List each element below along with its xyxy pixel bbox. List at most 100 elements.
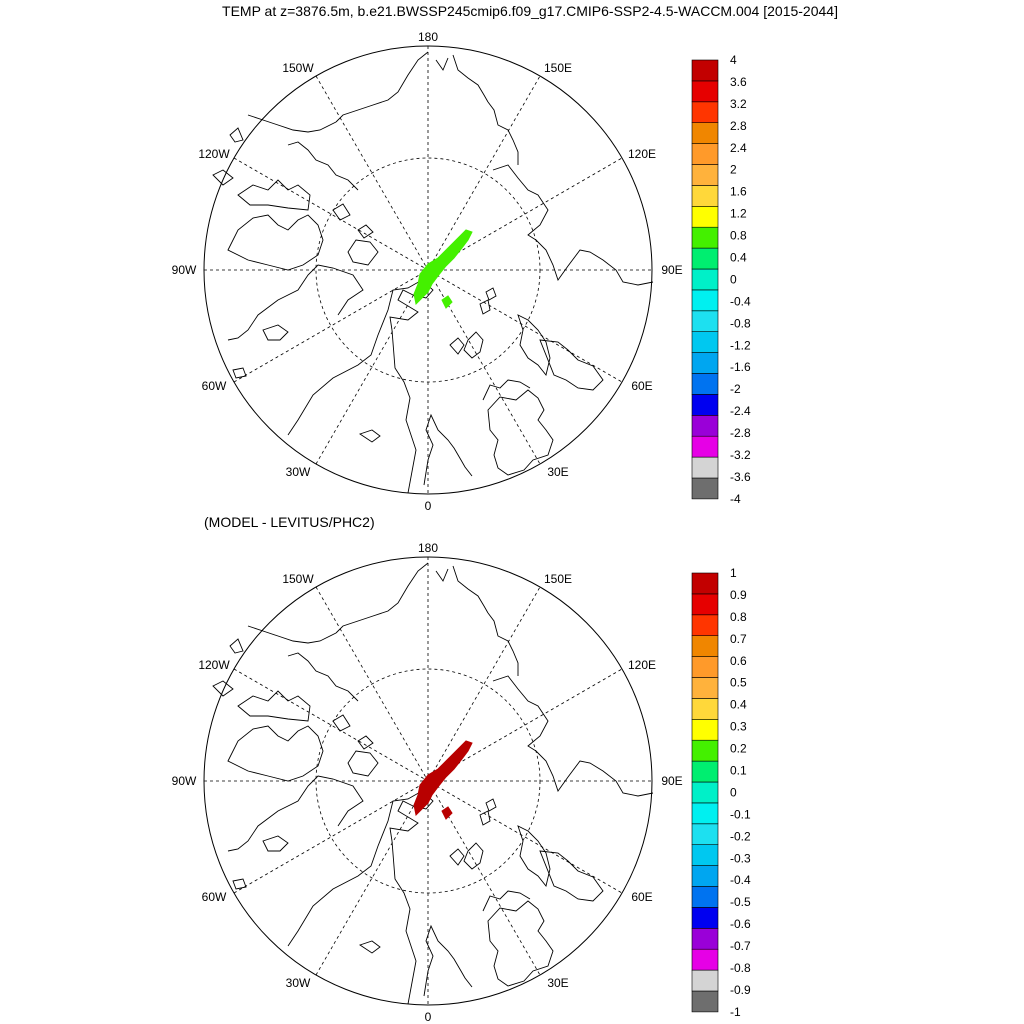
colorbar-swatch	[691, 760, 719, 783]
label-150w: 150W	[282, 61, 314, 75]
label-60e: 60E	[631, 379, 652, 393]
colorbar-swatch	[691, 143, 719, 165]
colorbar-swatch	[691, 164, 719, 186]
colorbar-swatch	[691, 927, 719, 950]
colorbar-tick-label: 2.4	[730, 141, 747, 155]
colorbar-tick-label: -3.2	[730, 448, 751, 462]
label-120e: 120E	[628, 658, 656, 672]
colorbar-swatch	[691, 781, 719, 804]
colorbar-tick-label: 0.8	[730, 229, 747, 243]
colorbar-tick-label: -0.4	[730, 294, 751, 308]
colorbar-swatch	[691, 907, 719, 929]
colorbar-swatch	[691, 268, 719, 291]
colorbar-tick-label: 1	[730, 566, 737, 580]
top-map: 180 0 90W 90E 150W 120W 150E 120E 60W 30…	[172, 30, 683, 513]
colorbar-swatch	[691, 886, 719, 908]
colorbar-swatch	[691, 844, 719, 866]
colorbar-tick-label: -1	[730, 1005, 741, 1019]
colorbar-swatch	[691, 59, 719, 82]
colorbar-swatch	[691, 226, 719, 249]
colorbar-tick-label: 2.8	[730, 119, 747, 133]
top-colorbar: -4 -3.6 -3.2 -2.8 -2.4 -2 -1.6 -1.2 -0.8 -0.4 0 0.4…	[691, 53, 751, 506]
label-0: 0	[425, 1010, 432, 1024]
bottom-colorbar: -1 -0.9 -0.8 -0.7 -0.6 -0.5 -0.4 -0.3 -0.2 -0.1 0 0…	[691, 566, 751, 1019]
colorbar-swatch	[691, 969, 719, 992]
colorbar-tick-label: -2.4	[730, 404, 751, 418]
colorbar-tick-label: -4	[730, 492, 741, 506]
colorbar-tick-label: 0	[730, 272, 737, 286]
colorbar-tick-label: 3.2	[730, 97, 747, 111]
colorbar-swatch	[691, 718, 719, 741]
label-30e: 30E	[547, 465, 568, 479]
colorbar-swatch	[691, 456, 719, 479]
colorbar-swatch	[691, 394, 719, 416]
colorbar-tick-label: 2	[730, 163, 737, 177]
colorbar-tick-label: -0.4	[730, 873, 751, 887]
colorbar-swatch	[691, 185, 719, 207]
colorbar-tick-label: -0.3	[730, 851, 751, 865]
colorbar-swatch	[691, 572, 719, 595]
colorbar-swatch	[691, 206, 719, 228]
colorbar-swatch	[691, 414, 719, 437]
label-60w: 60W	[202, 890, 227, 904]
colorbar-tick-label: -0.6	[730, 917, 751, 931]
colorbar-tick-label: 0.8	[730, 610, 747, 624]
colorbar-tick-label: 0.4	[730, 698, 747, 712]
label-90e: 90E	[661, 263, 682, 277]
label-120w: 120W	[198, 658, 230, 672]
colorbar-tick-label: -2	[730, 382, 741, 396]
colorbar-tick-label: 0.1	[730, 764, 747, 778]
colorbar-swatch	[691, 435, 719, 458]
colorbar-tick-label: 0.5	[730, 676, 747, 690]
colorbar-tick-label: 0.2	[730, 742, 747, 756]
colorbar-tick-label: 3.6	[730, 75, 747, 89]
colorbar-tick-label: 0.3	[730, 720, 747, 734]
colorbar-tick-label: 1.2	[730, 207, 747, 221]
colorbar-swatch	[691, 635, 719, 657]
label-90w: 90W	[172, 263, 197, 277]
colorbar-tick-label: -0.8	[730, 961, 751, 975]
colorbar-tick-label: -0.2	[730, 829, 751, 843]
label-90w: 90W	[172, 774, 197, 788]
label-60e: 60E	[631, 890, 652, 904]
colorbar-swatch	[691, 373, 719, 395]
colorbar-tick-label: -2.8	[730, 426, 751, 440]
colorbar-tick-label: -0.7	[730, 939, 751, 953]
colorbar-tick-label: -0.9	[730, 983, 751, 997]
colorbar-swatch	[691, 802, 719, 825]
colorbar-swatch	[691, 477, 719, 500]
colorbar-swatch	[691, 698, 719, 720]
colorbar-swatch	[691, 593, 719, 616]
longitude-labels: 180 0 90W 90E 150W 120W 150E 120E 60W 30…	[172, 541, 683, 1024]
colorbar-swatch	[691, 614, 719, 636]
colorbar-swatch	[691, 331, 719, 353]
label-30w: 30W	[286, 976, 311, 990]
colorbar-tick-label: -3.6	[730, 470, 751, 484]
colorbar-swatch	[691, 289, 719, 312]
bottom-map: 180 0 90W 90E 150W 120W 150E 120E 60W 30…	[172, 541, 683, 1024]
label-150e: 150E	[544, 572, 572, 586]
label-90e: 90E	[661, 774, 682, 788]
colorbar-swatch	[691, 101, 719, 124]
colorbar-swatch	[691, 739, 719, 762]
colorbar-tick-label: 0.9	[730, 588, 747, 602]
colorbar-swatch	[691, 677, 719, 699]
label-150w: 150W	[282, 572, 314, 586]
colorbar-tick-label: -0.1	[730, 807, 751, 821]
colorbar-tick-label: 0.6	[730, 654, 747, 668]
colorbar-swatch	[691, 823, 719, 845]
longitude-labels: 180 0 90W 90E 150W 120W 150E 120E 60W 30…	[172, 30, 683, 513]
label-180: 180	[418, 541, 438, 555]
colorbar-tick-label: 1.6	[730, 185, 747, 199]
label-120e: 120E	[628, 147, 656, 161]
colorbar-swatch	[691, 352, 719, 374]
colorbar-swatch	[691, 656, 719, 678]
label-0: 0	[425, 499, 432, 513]
colorbar-tick-label: 4	[730, 53, 737, 67]
colorbar-tick-label: -1.6	[730, 360, 751, 374]
colorbar-swatch	[691, 990, 719, 1013]
colorbar-tick-label: -0.8	[730, 316, 751, 330]
colorbar-tick-label: 0.7	[730, 632, 747, 646]
colorbar-swatch	[691, 948, 719, 971]
